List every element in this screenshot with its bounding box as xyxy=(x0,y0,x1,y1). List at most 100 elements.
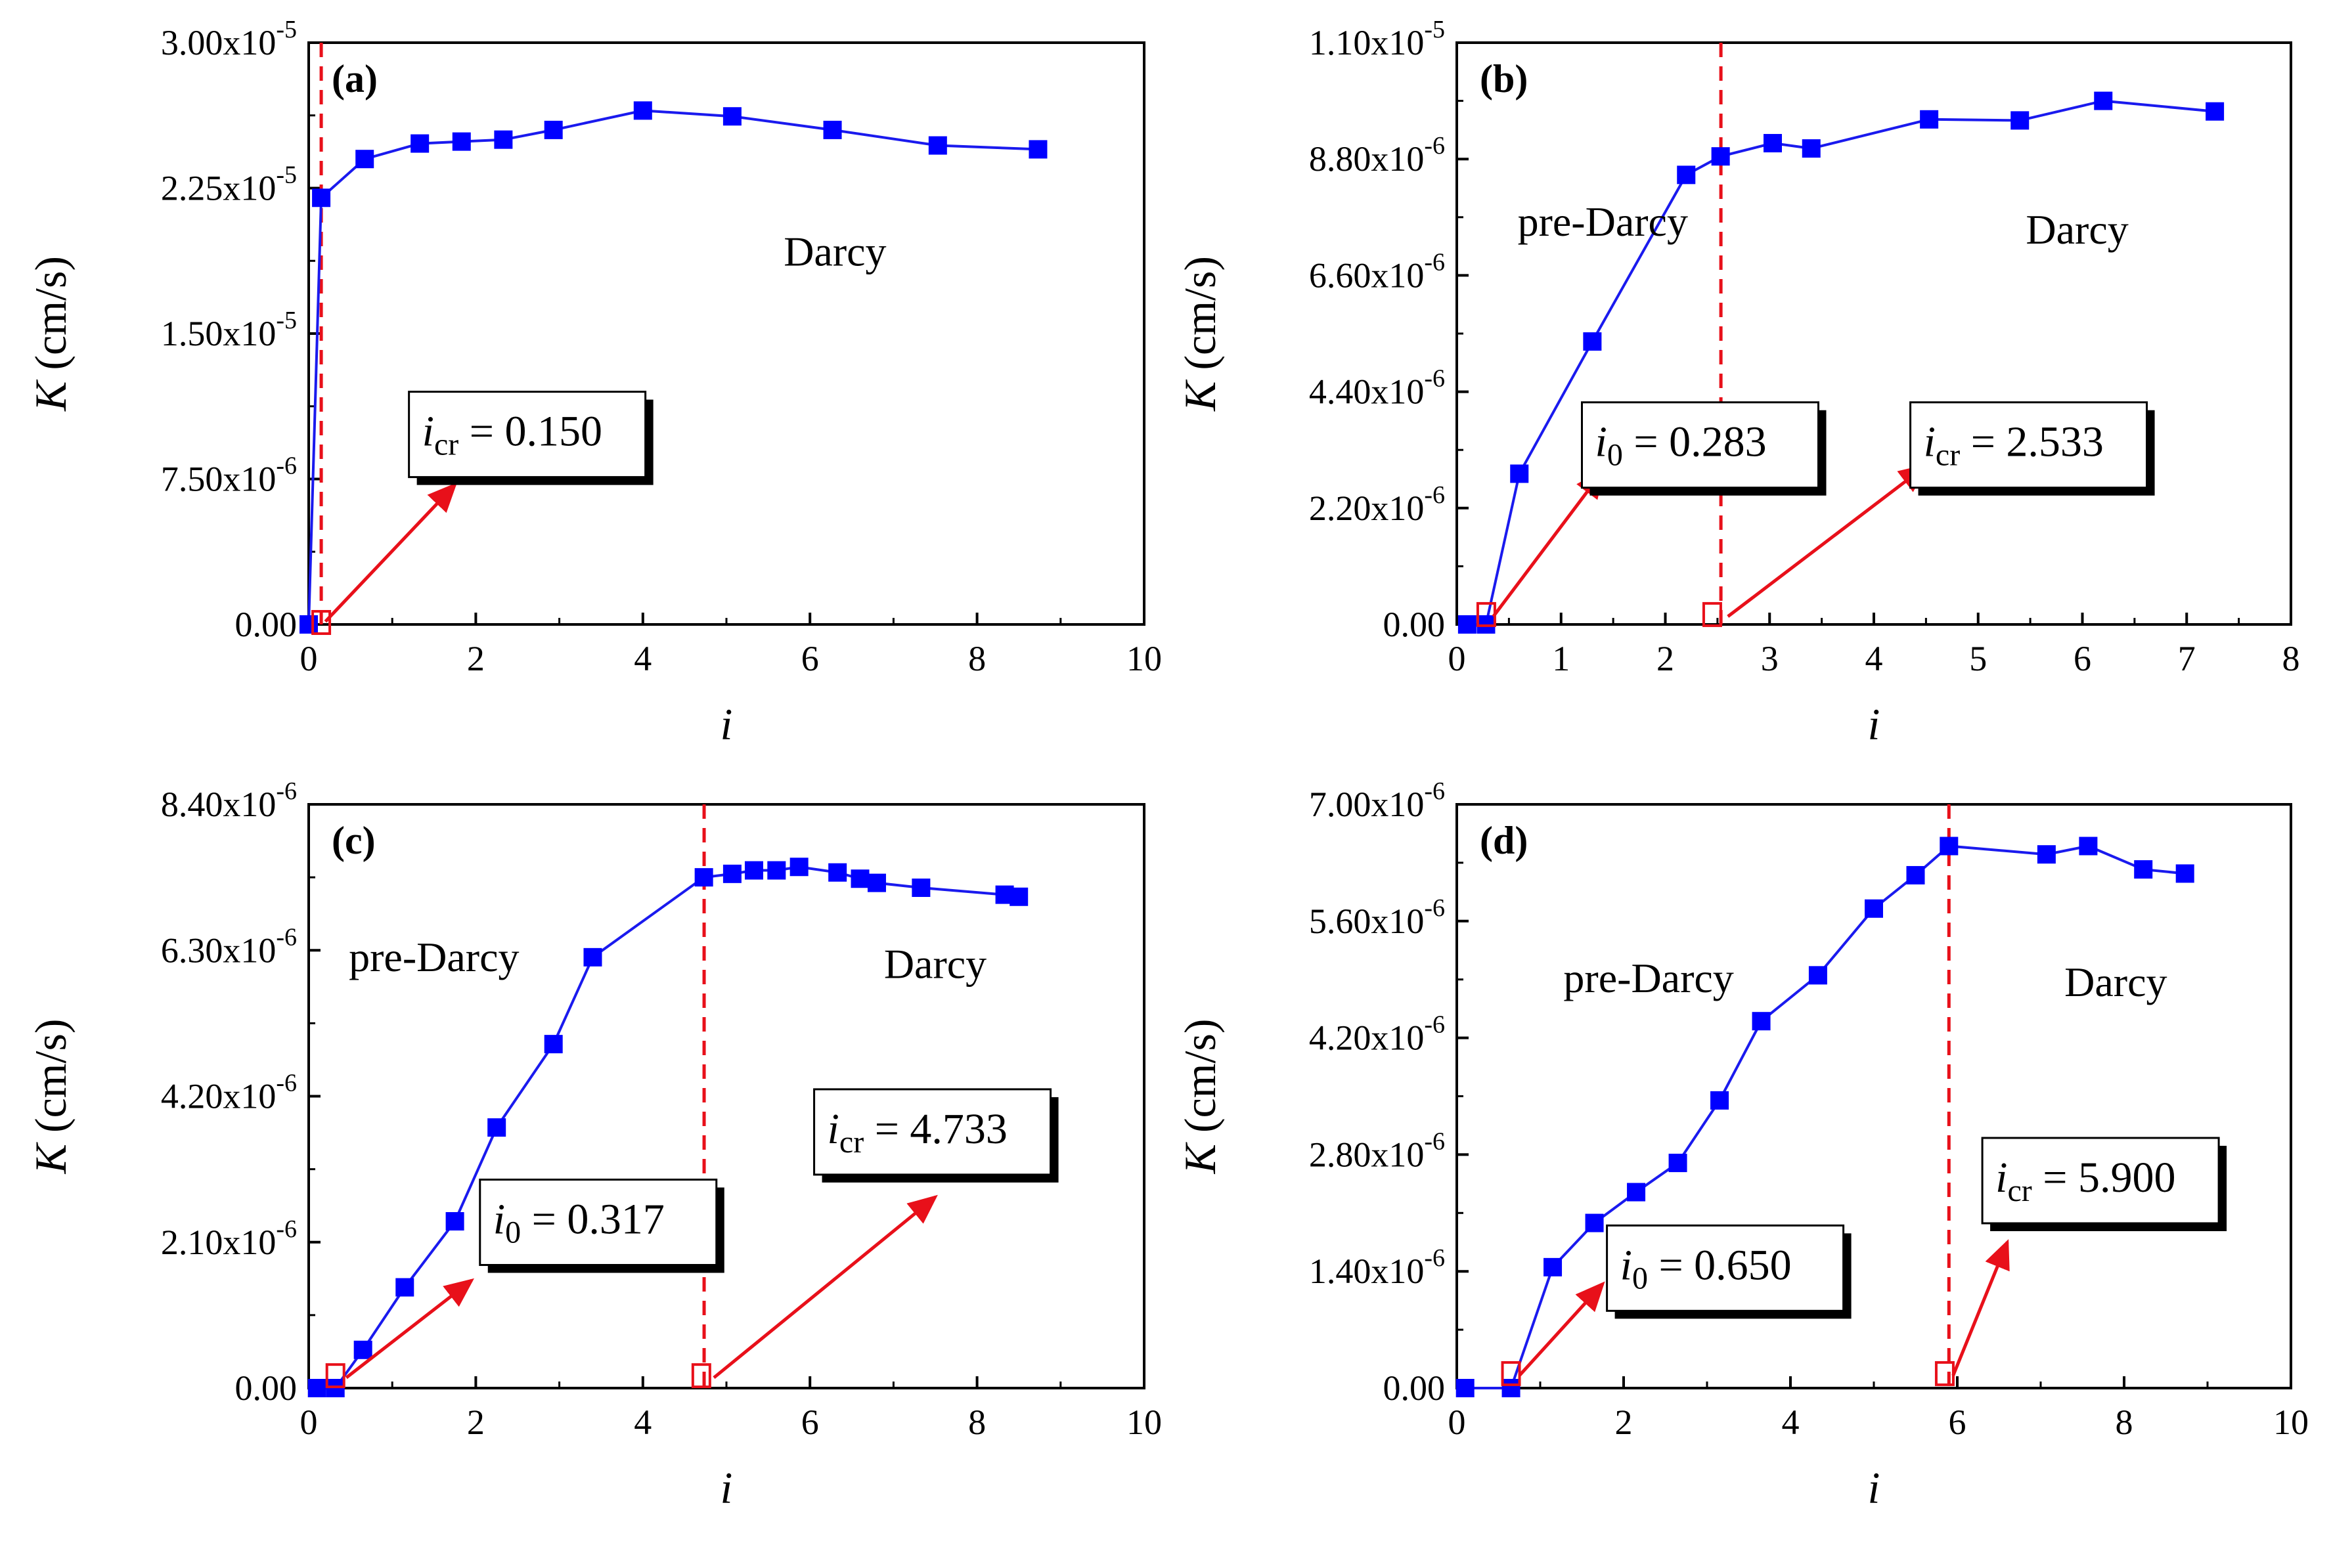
x-axis-label: i xyxy=(1868,1463,1880,1513)
y-tick-mantissa: 3.00x10 xyxy=(161,23,277,62)
series-line xyxy=(1467,99,2215,626)
data-point xyxy=(1752,1012,1771,1031)
y-tick-label: 1.50x10-5 xyxy=(161,307,297,353)
data-point xyxy=(1455,1379,1475,1397)
data-point xyxy=(307,1379,326,1397)
data-point xyxy=(1010,887,1029,906)
series-line xyxy=(307,109,1038,625)
data-point xyxy=(2010,111,2030,130)
y-tick-label: 0.00 xyxy=(1383,1368,1446,1408)
annotation-box xyxy=(1981,1137,2220,1225)
annotation-arrow xyxy=(1951,1239,2010,1376)
y-axis-label-var: K xyxy=(26,379,76,412)
y-tick-label: 7.00x10-6 xyxy=(1309,777,1445,824)
y-tick-label: 8.80x10-6 xyxy=(1309,132,1445,179)
y-tick-label: 4.40x10-6 xyxy=(1309,365,1445,412)
y-axis-label-space xyxy=(26,1133,76,1144)
y-tick-exponent: -5 xyxy=(276,162,297,189)
data-point xyxy=(411,134,430,153)
data-point xyxy=(494,130,513,149)
panel-label: (d) xyxy=(1480,819,1528,862)
data-point xyxy=(583,947,602,967)
x-tick-label: 6 xyxy=(801,639,819,678)
data-point xyxy=(445,1212,464,1230)
annotation-value: = 5.900 xyxy=(2032,1154,2176,1202)
data-point xyxy=(928,136,947,155)
annotation-box xyxy=(1909,401,2148,489)
chart-panel-b: 0 1 2 3 4 5 6 7 80.002.20x10-64.40x10-66.60x10-6… xyxy=(1175,16,2300,749)
x-tick-label: 0 xyxy=(1448,639,1466,678)
x-tick-label: 6 xyxy=(801,1403,819,1442)
data-point xyxy=(828,863,847,882)
annotation-box xyxy=(1581,401,1819,489)
y-axis-label-unit: (cm/s) xyxy=(26,256,76,370)
y-tick-mantissa: 0.00 xyxy=(1383,605,1446,644)
data-point xyxy=(1802,139,1821,158)
y-axis-label: K (cm/s) xyxy=(1175,1018,1225,1174)
data-point xyxy=(1457,615,1476,634)
y-tick-exponent: -5 xyxy=(1424,16,1445,43)
annotation-var: i xyxy=(493,1196,505,1244)
region-label: Darcy xyxy=(784,229,886,275)
data-point xyxy=(300,615,318,634)
annotation-box xyxy=(1606,1224,1845,1312)
y-tick-exponent: -6 xyxy=(276,452,297,480)
x-tick-label: 4 xyxy=(634,1403,652,1442)
data-point xyxy=(1510,464,1529,483)
annotation-arrow xyxy=(1518,1281,1605,1377)
y-tick-label: 2.25x10-5 xyxy=(161,162,297,208)
y-tick-mantissa: 4.20x10 xyxy=(161,1077,277,1116)
y-tick-exponent: -6 xyxy=(1424,894,1445,922)
annotation-box xyxy=(408,391,647,479)
y-axis-label-unit: (cm/s) xyxy=(1175,1018,1225,1133)
data-point xyxy=(487,1118,506,1137)
y-tick-exponent: -6 xyxy=(1424,132,1445,160)
annotation-label: i0 = 0.283 xyxy=(1595,418,1767,473)
annotation-sub: cr xyxy=(839,1125,864,1160)
y-tick-mantissa: 1.50x10 xyxy=(161,314,277,353)
panel-label: (c) xyxy=(332,819,376,862)
y-tick-label: 7.50x10-6 xyxy=(161,452,297,499)
y-tick-mantissa: 4.20x10 xyxy=(1309,1018,1425,1058)
x-tick-label: 10 xyxy=(2273,1403,2309,1442)
y-tick-label: 4.20x10-6 xyxy=(161,1070,297,1116)
data-point xyxy=(1710,1091,1729,1110)
annotation-label: icr = 5.900 xyxy=(1995,1154,2175,1208)
data-point xyxy=(1906,865,1925,884)
y-tick-label: 3.00x10-5 xyxy=(161,16,297,62)
annotation-label: i0 = 0.650 xyxy=(1620,1241,1792,1296)
y-tick-mantissa: 1.10x10 xyxy=(1309,23,1425,62)
data-point xyxy=(2206,102,2225,121)
x-tick-label: 7 xyxy=(2178,639,2196,678)
data-point xyxy=(1808,966,1827,985)
annotation-sub: 0 xyxy=(1632,1261,1648,1296)
x-axis-label: i xyxy=(721,699,733,749)
threshold-marker xyxy=(311,610,332,635)
x-tick-label: 1 xyxy=(1552,639,1570,678)
y-tick-label: 5.60x10-6 xyxy=(1309,894,1445,941)
annotation-sub: cr xyxy=(434,427,458,462)
y-axis-label: K (cm/s) xyxy=(26,1018,76,1174)
annotation-value: = 0.317 xyxy=(521,1196,665,1244)
annotation-var: i xyxy=(828,1105,839,1153)
annotation-label: i0 = 0.317 xyxy=(493,1196,665,1250)
y-tick-label: 1.40x10-6 xyxy=(1309,1244,1445,1291)
data-point xyxy=(2134,860,2153,879)
annotation-label: icr = 4.733 xyxy=(828,1105,1008,1160)
y-tick-label: 8.40x10-6 xyxy=(161,777,297,824)
y-tick-mantissa: 2.10x10 xyxy=(161,1223,277,1262)
data-point xyxy=(1543,1257,1563,1276)
data-point xyxy=(722,107,742,126)
data-point xyxy=(1865,899,1883,918)
data-point xyxy=(452,132,471,151)
y-axis-label-space xyxy=(1175,370,1225,381)
x-tick-label: 2 xyxy=(467,639,485,678)
annotation-sub: 0 xyxy=(505,1215,521,1250)
y-tick-label: 2.20x10-6 xyxy=(1309,481,1445,528)
y-tick-mantissa: 6.60x10 xyxy=(1309,255,1425,295)
x-tick-label: 10 xyxy=(1126,639,1162,678)
y-tick-mantissa: 8.40x10 xyxy=(161,785,277,824)
y-tick-exponent: -6 xyxy=(1424,777,1445,805)
data-point xyxy=(1501,1379,1521,1397)
y-tick-mantissa: 0.00 xyxy=(235,1368,298,1408)
